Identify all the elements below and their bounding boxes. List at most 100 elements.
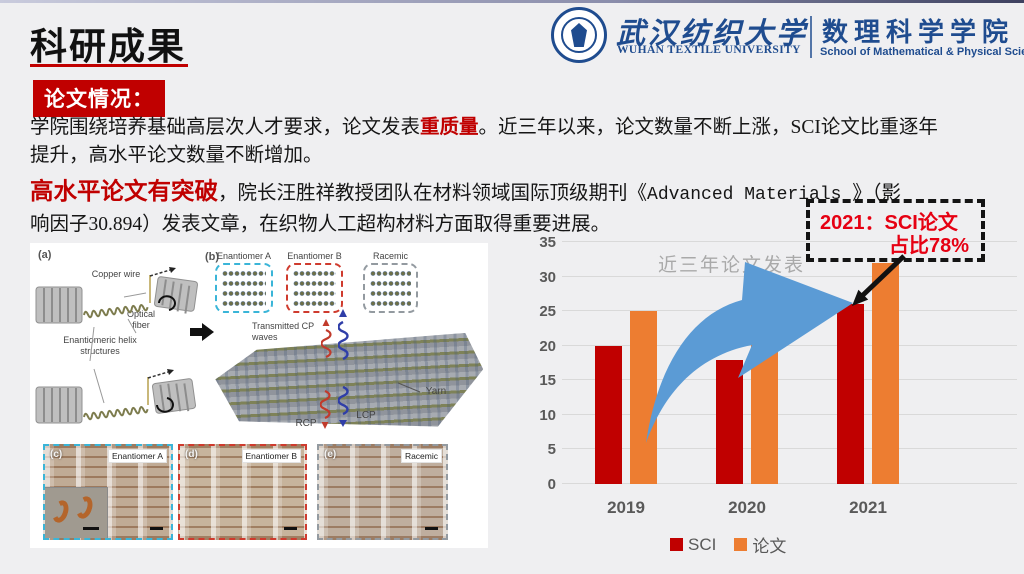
legend-item-lunwen: 论文	[734, 532, 786, 557]
panel-c-letter: (c)	[50, 449, 63, 460]
helix-row	[222, 300, 266, 307]
rcp-wave-up-icon	[321, 319, 332, 359]
paragraph-overview: 学院围绕培养基础高层次人才要求，论文发表重质量。近三年以来，论文数量不断上涨，S…	[30, 114, 950, 170]
racemic-label: Racemic	[372, 251, 408, 261]
university-seal-icon	[551, 7, 607, 63]
yarn-label: Yarn	[425, 386, 447, 397]
journal-name: Advanced Materials	[647, 185, 853, 205]
optical-fiber-label: Optical fiber	[126, 309, 155, 330]
rcp-wave-down-icon	[320, 389, 331, 429]
p1-highlight: 重质量	[420, 117, 479, 138]
y-axis-tick: 20	[539, 337, 556, 355]
enantiomer-a-box	[215, 263, 273, 313]
scale-bar	[284, 527, 297, 530]
bar-2019-论文	[630, 311, 657, 484]
gridline	[562, 275, 1017, 277]
copper-coil-icon	[49, 498, 72, 525]
growth-arrow-icon	[646, 262, 853, 443]
chart-legend: SCI 论文	[670, 532, 786, 557]
helix-row	[293, 270, 336, 277]
bar-2021-SCI	[837, 304, 864, 484]
copper-wire-label: Copper wire	[91, 269, 141, 279]
photo-label-chip: Enantiomer A	[107, 449, 167, 463]
y-axis-tick: 15	[539, 372, 556, 390]
panel-d-letter: (d)	[185, 449, 198, 460]
gridline	[562, 448, 1017, 450]
enantiomer-b-box	[286, 263, 343, 313]
legend-item-sci: SCI	[670, 535, 716, 555]
gridline	[562, 379, 1017, 381]
p2-mid: ，院长汪胜祥教授团队在材料领域国际顶级期刊《	[218, 183, 648, 204]
enantiomer-a-label: Enantiomer A	[216, 251, 272, 261]
panel-b-letter: (b)	[205, 251, 220, 263]
transmitted-cp-label: Transmitted CP waves	[252, 321, 315, 342]
y-axis-tick: 0	[547, 476, 556, 493]
helix-row	[222, 270, 266, 277]
legend-swatch-sci	[670, 538, 683, 551]
helix-row	[222, 280, 266, 287]
paragraph-breakthrough: 高水平论文有突破，院长汪胜祥教授团队在材料领域国际顶级期刊《Advanced M…	[30, 176, 902, 240]
y-axis-tick: 10	[539, 406, 556, 424]
bar-2021-论文	[872, 262, 899, 484]
x-axis-label: 2019	[607, 498, 645, 517]
p2-rest: 》（影响因子30.894）发表文章，在织物人工超构材料方面取得重要进展。	[30, 183, 902, 235]
rcp-label: RCP	[295, 418, 317, 429]
photo-label-chip: Racemic	[400, 449, 442, 463]
logo-divider	[810, 16, 812, 58]
copper-coil-icon	[73, 494, 96, 521]
university-name-cn: 武汉纺织大学	[616, 18, 809, 50]
coil-inset-photo	[45, 487, 108, 538]
micrograph-enantiomer-a: (c) Enantiomer A	[43, 444, 173, 540]
top-border-strip	[0, 0, 1024, 3]
bar-2019-SCI	[595, 345, 622, 484]
section-badge: 论文情况：	[33, 80, 165, 117]
seal-emblem	[571, 23, 587, 47]
callout-line2: 占比78%	[888, 235, 969, 257]
scale-bar	[83, 527, 99, 530]
panel-e-letter: (e)	[324, 449, 337, 460]
panel-a-letter: (a)	[38, 249, 52, 261]
spool-helix-illustration	[35, 267, 199, 424]
right-arrow-icon	[190, 323, 214, 341]
lcp-wave-up-icon	[338, 309, 349, 361]
callout-line1: 2021：SCI论文	[820, 212, 958, 234]
y-axis-tick: 5	[547, 441, 556, 459]
helix-row	[293, 300, 336, 307]
helix-row	[370, 270, 411, 277]
gridline	[562, 344, 1017, 346]
scientific-figure: (a) (b)	[30, 243, 488, 548]
scale-bar	[150, 527, 163, 530]
helix-structures-label: Enantiomeric helix structures	[63, 335, 137, 356]
enantiomer-b-label: Enantiomer B	[287, 251, 342, 261]
micrograph-racemic: (e) Racemic	[317, 444, 448, 540]
yarn-leader-line	[398, 382, 421, 393]
gridline	[562, 241, 1017, 242]
helix-row	[370, 300, 411, 307]
legend-label-lunwen: 论文	[752, 537, 787, 556]
p1-text-after: 。近三年以来，论文数量不断上涨，SCI论文比重逐年提升，高水平论文数量不断增加。	[30, 117, 938, 166]
helix-row	[222, 290, 266, 297]
legend-label-sci: SCI	[688, 534, 717, 554]
sci-ratio-callout: 2021：SCI论文 占比78%	[806, 199, 985, 262]
lcp-label: LCP	[356, 410, 376, 421]
lcp-wave-down-icon	[338, 385, 349, 427]
y-axis-tick: 30	[539, 268, 556, 286]
seal-inner-ring	[561, 17, 597, 53]
title-underline	[30, 64, 188, 67]
school-name-cn: 数理科学学院	[822, 18, 1015, 47]
x-axis-label: 2021	[849, 498, 887, 517]
gridline	[562, 483, 1017, 484]
school-name-en: School of Mathematical & Physical Scienc…	[820, 46, 1024, 58]
photo-label-chip: Enantiomer B	[241, 449, 301, 463]
legend-swatch-lunwen	[734, 538, 748, 551]
p2-lead: 高水平论文有突破	[30, 178, 218, 204]
y-axis-tick: 35	[539, 234, 556, 251]
university-name-en: WUHAN TEXTILE UNIVERSITY	[617, 44, 801, 56]
gridline	[562, 413, 1017, 415]
scale-bar	[425, 527, 438, 530]
helix-row	[370, 290, 411, 297]
helix-row	[370, 280, 411, 287]
helix-row	[293, 280, 336, 287]
micrograph-enantiomer-b: (d) Enantiomer B	[178, 444, 307, 540]
p1-text: 学院围绕培养基础高层次人才要求，论文发表	[30, 117, 421, 138]
